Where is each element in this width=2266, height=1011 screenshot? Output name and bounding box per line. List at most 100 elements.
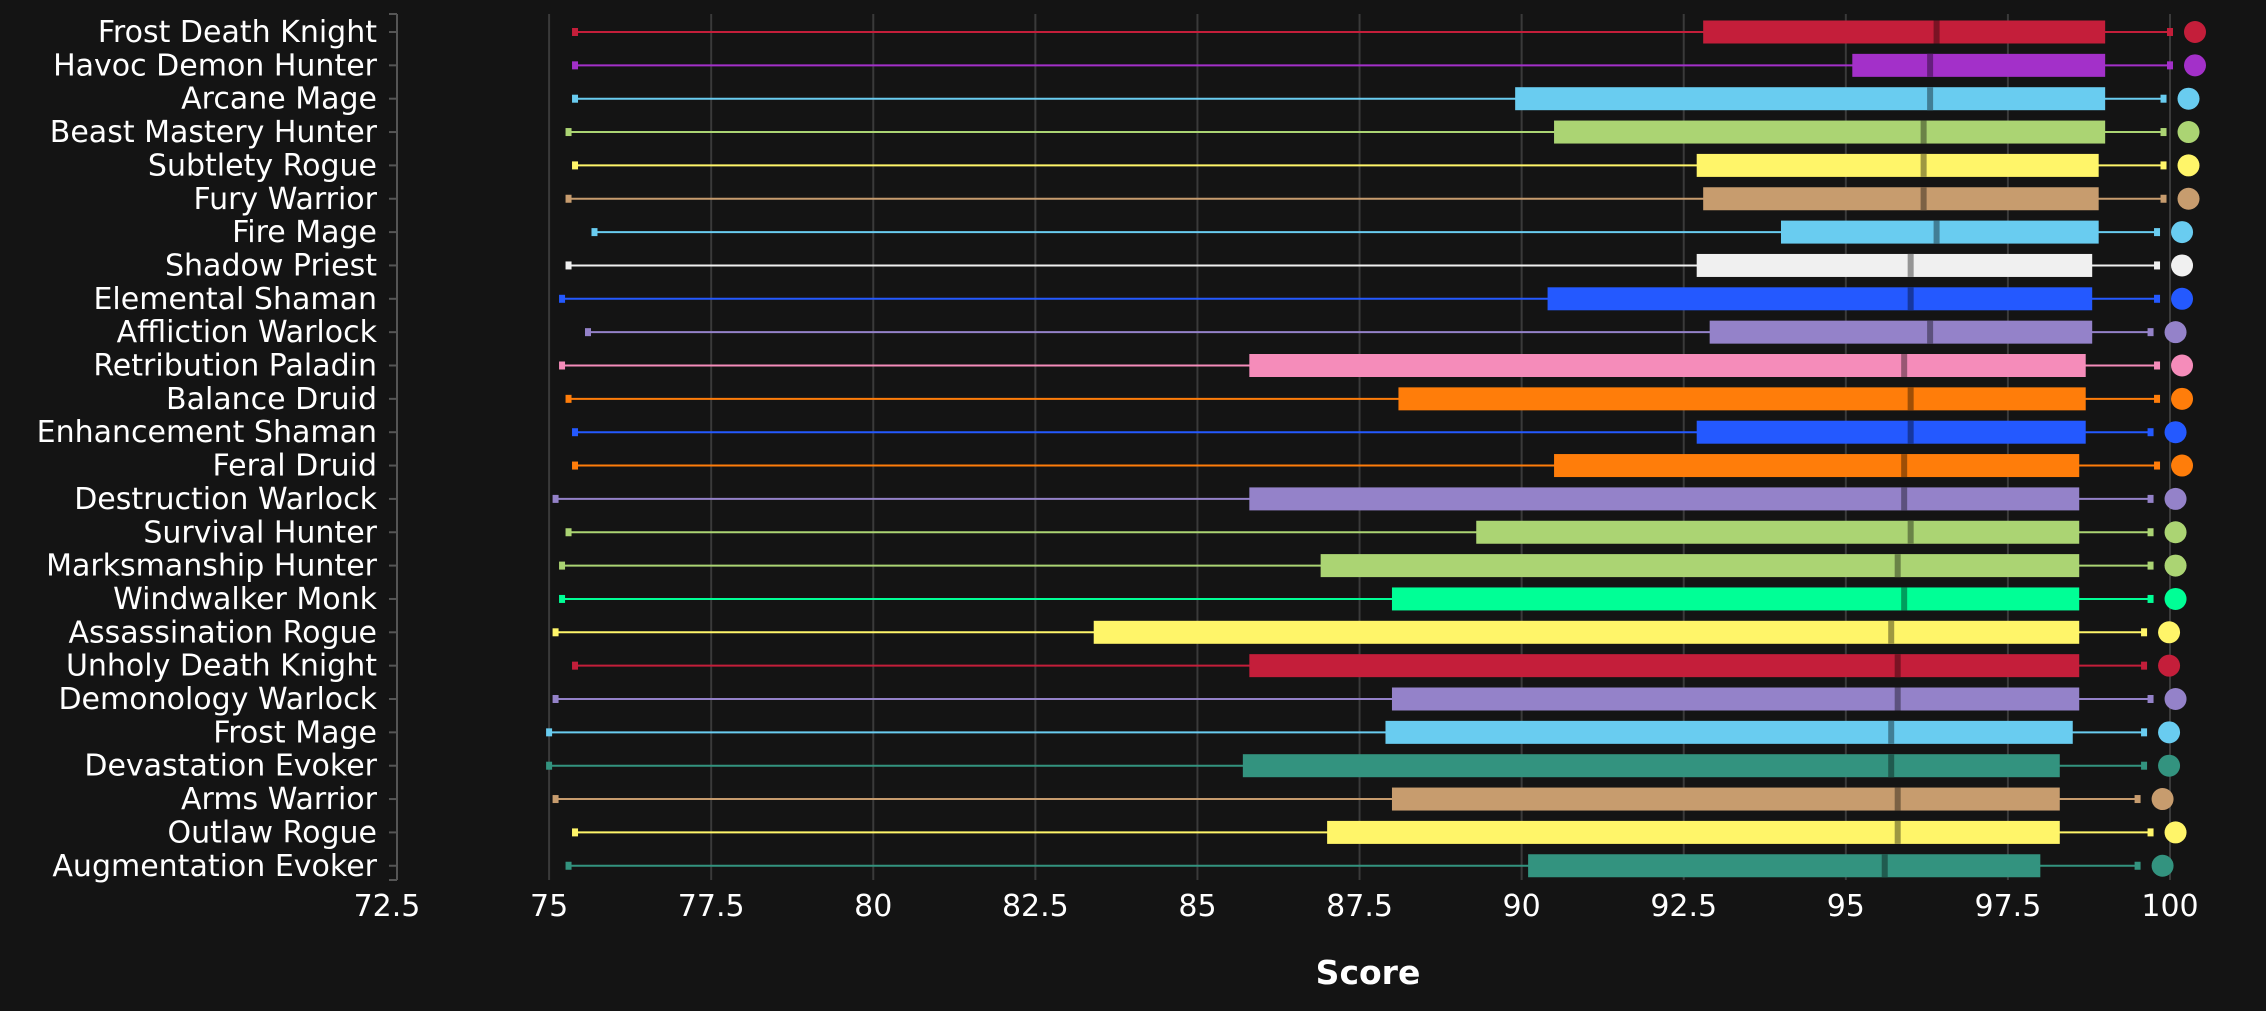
max-dot — [2164, 587, 2187, 610]
max-dot — [2158, 721, 2181, 744]
median-mark — [1901, 587, 1908, 611]
whisker-min-cap — [559, 294, 566, 303]
box-iqr — [1780, 220, 2099, 244]
whisker-max-cap — [2154, 228, 2161, 237]
median-mark — [1907, 287, 1914, 311]
max-dot — [2171, 287, 2194, 310]
whisker-min-cap — [572, 28, 579, 36]
category-label: Feral Druid — [213, 449, 378, 484]
whisker-min-cap — [559, 361, 566, 370]
box-row — [572, 820, 2187, 844]
x-axis-title: Score — [1316, 953, 1421, 992]
category-label: Havoc Demon Hunter — [53, 48, 378, 83]
box-iqr — [1398, 387, 2086, 411]
whisker-min-cap — [572, 828, 579, 837]
median-mark — [1907, 387, 1914, 411]
box-row — [565, 520, 2187, 544]
x-tick-label: 75 — [530, 889, 568, 924]
whisker-min-cap — [572, 661, 579, 670]
whisker-min-cap — [565, 194, 572, 203]
whisker-max-cap — [2160, 161, 2167, 170]
category-label: Unholy Death Knight — [66, 649, 377, 684]
x-tick-label: 100 — [2141, 889, 2198, 924]
whisker-min-cap — [572, 161, 579, 170]
category-label: Fury Warrior — [193, 182, 377, 217]
max-dot — [2158, 754, 2181, 777]
box-row — [552, 787, 2174, 811]
median-mark — [1907, 420, 1914, 444]
box-iqr — [1547, 287, 2093, 311]
whisker-max-cap — [2154, 294, 2161, 303]
category-label: Affliction Warlock — [117, 315, 378, 350]
category-label: Fire Mage — [232, 215, 377, 250]
max-dot — [2151, 854, 2174, 877]
box-iqr — [1385, 720, 2073, 744]
box-iqr — [1476, 520, 2080, 544]
max-dot — [2164, 821, 2187, 844]
box-row — [572, 654, 2181, 678]
whisker-min-cap — [552, 494, 559, 503]
category-label: Enhancement Shaman — [37, 415, 377, 450]
category-label: Arcane Mage — [181, 82, 377, 117]
category-label: Subtlety Rogue — [148, 148, 377, 183]
max-dot — [2164, 521, 2187, 544]
whisker-max-cap — [2134, 795, 2141, 804]
whisker-max-cap — [2147, 328, 2154, 337]
whisker-max-cap — [2147, 561, 2154, 570]
box-iqr — [1852, 53, 2106, 77]
median-mark — [1933, 220, 1940, 244]
whisker-min-cap — [591, 228, 598, 237]
box-row — [559, 287, 2194, 311]
max-dot — [2171, 454, 2194, 477]
category-label: Devastation Evoker — [84, 749, 377, 784]
whisker-min-cap — [559, 594, 566, 603]
whisker-max-cap — [2147, 428, 2154, 437]
box-iqr — [1554, 454, 2080, 478]
median-mark — [1894, 687, 1901, 711]
whisker-max-cap — [2141, 628, 2148, 637]
max-dot — [2184, 54, 2206, 77]
whisker-max-cap — [2141, 728, 2148, 737]
whisker-max-cap — [2154, 361, 2161, 370]
whisker-min-cap — [584, 328, 591, 337]
x-tick-label: 90 — [1503, 889, 1541, 924]
whisker-max-cap — [2160, 94, 2167, 103]
box-row — [572, 420, 2187, 444]
box-row — [572, 87, 2200, 111]
max-dot — [2164, 688, 2187, 710]
whisker-min-cap — [565, 528, 572, 537]
max-dot — [2164, 487, 2187, 510]
box-iqr — [1249, 654, 2080, 678]
x-tick-label: 72.5 — [354, 889, 421, 924]
median-mark — [1920, 187, 1927, 211]
box-iqr — [1249, 487, 2080, 511]
category-label: Survival Hunter — [143, 515, 377, 550]
category-label: Elemental Shaman — [93, 282, 377, 317]
median-mark — [1881, 854, 1888, 878]
median-mark — [1907, 253, 1914, 277]
x-tick-label: 77.5 — [678, 889, 745, 924]
category-label: Assassination Rogue — [68, 615, 377, 650]
box-iqr — [1703, 20, 2106, 44]
category-label: Destruction Warlock — [74, 482, 377, 517]
median-mark — [1894, 654, 1901, 678]
box-row — [572, 20, 2206, 44]
median-mark — [1894, 820, 1901, 844]
max-dot — [2158, 621, 2181, 644]
median-mark — [1901, 454, 1908, 478]
max-dot — [2151, 788, 2174, 811]
category-label: Beast Mastery Hunter — [50, 115, 378, 150]
box-row — [572, 53, 2206, 77]
whisker-max-cap — [2141, 661, 2148, 670]
box-row — [572, 153, 2200, 177]
box-row — [552, 487, 2187, 511]
whisker-max-cap — [2147, 594, 2154, 603]
whisker-min-cap — [552, 628, 559, 637]
whisker-min-cap — [572, 428, 579, 437]
median-mark — [1933, 20, 1940, 44]
box-iqr — [1391, 787, 2060, 811]
grid-lines — [548, 14, 2171, 880]
whisker-max-cap — [2134, 861, 2141, 870]
whisker-max-cap — [2154, 261, 2161, 270]
